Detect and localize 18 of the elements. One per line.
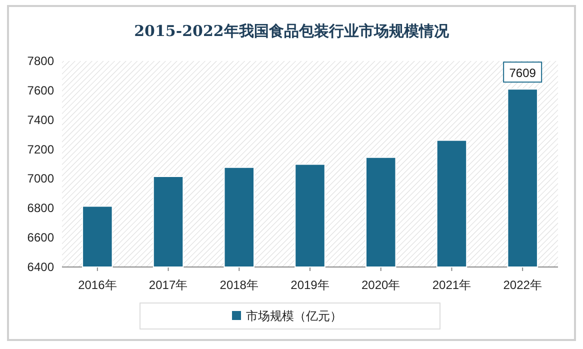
x-tick-label: 2021年	[432, 278, 472, 292]
legend-label: 市场规模（亿元）	[246, 309, 342, 323]
data-label: 7609	[509, 66, 536, 80]
x-tick-label: 2020年	[362, 278, 400, 292]
y-tick-label: 6600	[27, 230, 54, 245]
y-tick-label: 6400	[27, 260, 54, 274]
x-tick-label: 2018年	[220, 278, 258, 292]
y-tick-label: 6800	[27, 201, 54, 216]
x-tick-label: 2022年	[503, 278, 542, 292]
y-tick-label: 7800	[27, 54, 54, 68]
x-tick-label: 2019年	[290, 278, 330, 292]
y-tick-label: 7000	[27, 172, 54, 186]
y-tick-label: 7400	[27, 112, 54, 127]
y-tick-label: 7200	[27, 142, 54, 156]
chart-title: 2015-2022年我国食品包装行业市场规模情况	[134, 22, 450, 40]
x-tick-label: 2017年	[148, 278, 188, 292]
x-tick-label: 2016年	[78, 278, 117, 292]
y-tick-label: 7600	[27, 83, 54, 98]
